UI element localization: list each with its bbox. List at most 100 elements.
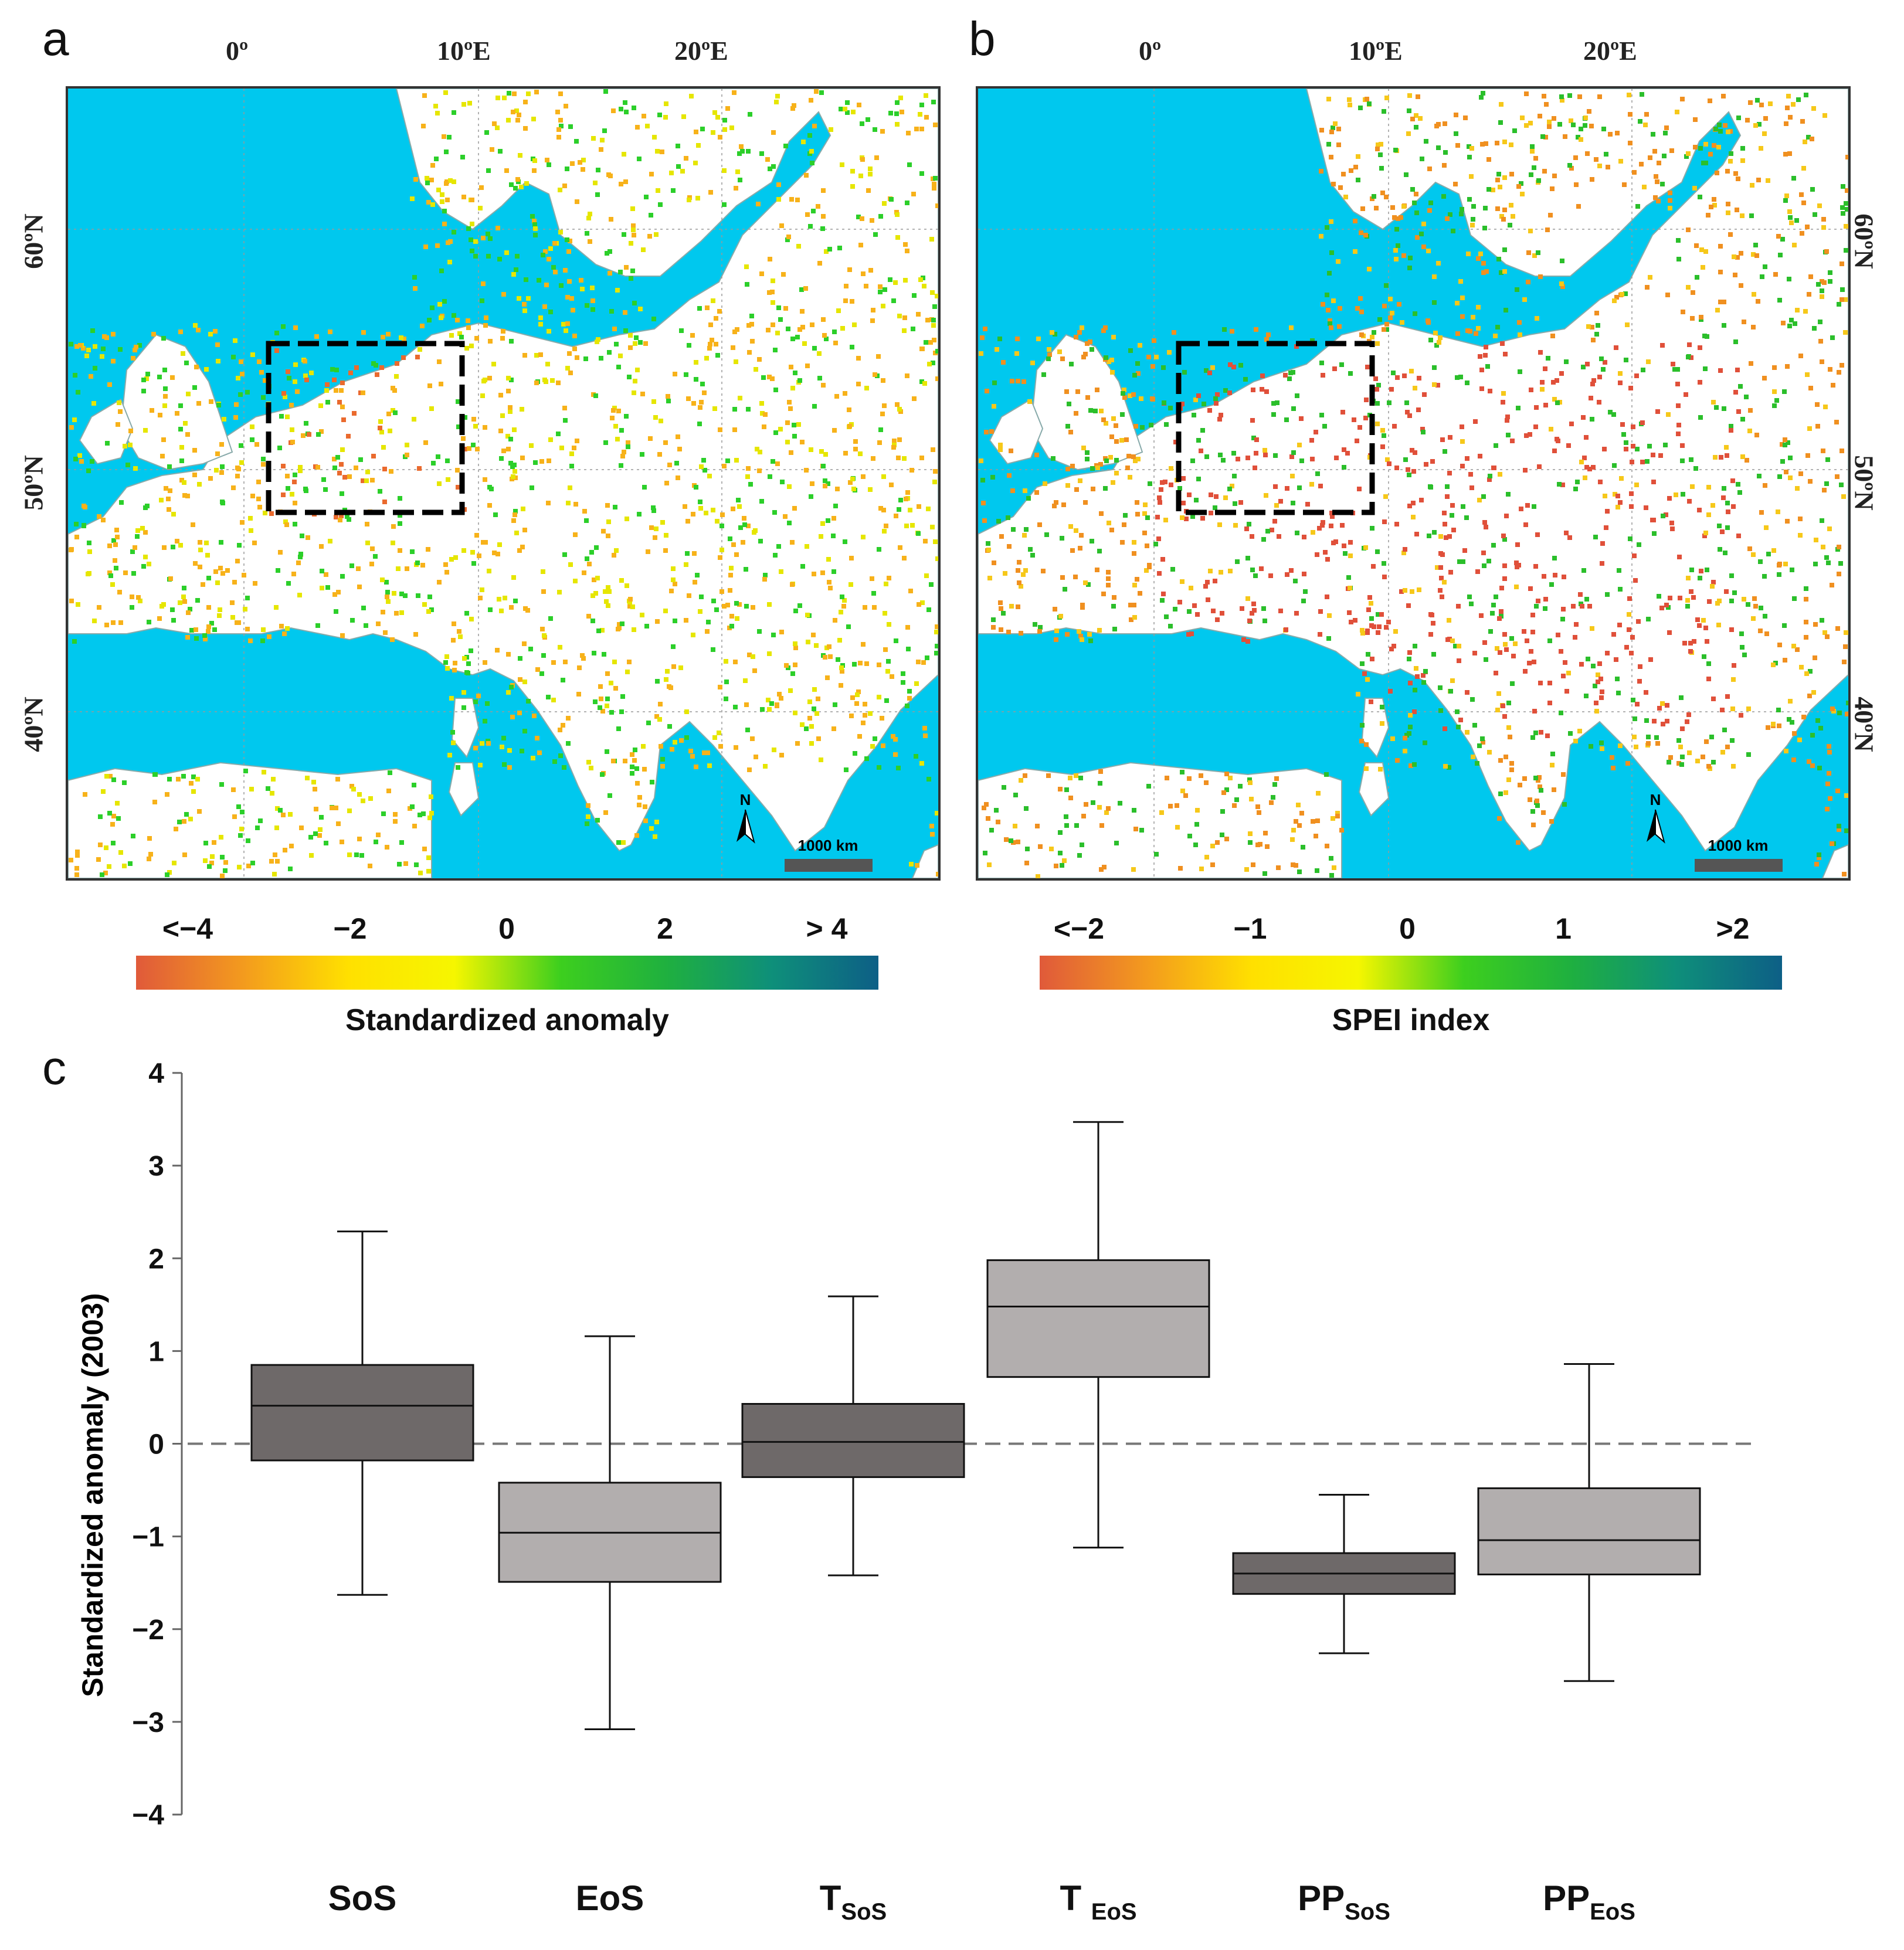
anomaly-pixel — [1821, 449, 1825, 453]
anomaly-pixel — [745, 728, 750, 732]
anomaly-pixel — [1827, 744, 1831, 749]
anomaly-pixel — [452, 313, 456, 318]
anomaly-pixel — [1037, 629, 1042, 634]
anomaly-pixel — [654, 232, 659, 237]
anomaly-pixel — [509, 378, 514, 382]
anomaly-pixel — [1161, 592, 1166, 596]
anomaly-pixel — [1654, 174, 1658, 179]
anomaly-pixel — [86, 348, 91, 352]
anomaly-pixel — [834, 394, 839, 399]
anomaly-pixel — [785, 440, 790, 444]
anomaly-pixel — [1689, 589, 1693, 594]
anomaly-pixel — [304, 421, 308, 426]
anomaly-pixel — [996, 820, 1000, 824]
y-tick-label: 3 — [148, 1151, 164, 1182]
anomaly-pixel — [1163, 518, 1168, 522]
anomaly-pixel — [552, 759, 557, 764]
anomaly-pixel — [105, 441, 110, 446]
anomaly-pixel — [1476, 256, 1481, 261]
anomaly-pixel — [895, 235, 900, 240]
anomaly-pixel — [324, 388, 329, 393]
anomaly-pixel — [1132, 373, 1137, 378]
anomaly-pixel — [448, 239, 453, 244]
anomaly-pixel — [1483, 353, 1488, 358]
anomaly-pixel — [898, 545, 902, 550]
anomaly-pixel — [186, 610, 191, 615]
anomaly-pixel — [534, 90, 539, 94]
anomaly-pixel — [1380, 191, 1385, 195]
anomaly-pixel — [1627, 627, 1631, 632]
anomaly-pixel — [1448, 212, 1452, 217]
anomaly-pixel — [760, 411, 765, 416]
anomaly-pixel — [1041, 372, 1046, 377]
anomaly-pixel — [1603, 494, 1607, 498]
anomaly-pixel — [1725, 525, 1730, 530]
anomaly-pixel — [590, 307, 595, 312]
anomaly-pixel — [191, 522, 195, 527]
anomaly-pixel — [1573, 635, 1577, 640]
anomaly-pixel — [1181, 501, 1186, 505]
anomaly-pixel — [1834, 420, 1839, 424]
anomaly-pixel — [1697, 623, 1702, 628]
anomaly-pixel — [1640, 92, 1644, 97]
anomaly-pixel — [1817, 766, 1822, 770]
anomaly-pixel — [1363, 545, 1368, 550]
anomaly-pixel — [868, 167, 873, 171]
anomaly-pixel — [212, 840, 216, 845]
anomaly-pixel — [924, 115, 929, 120]
anomaly-pixel — [1471, 315, 1475, 320]
anomaly-pixel — [1159, 487, 1163, 492]
anomaly-pixel — [495, 226, 500, 230]
anomaly-pixel — [147, 836, 152, 841]
anomaly-pixel — [1684, 154, 1689, 159]
anomaly-pixel — [336, 590, 341, 594]
anomaly-pixel — [1230, 329, 1234, 334]
anomaly-pixel — [1820, 359, 1824, 364]
anomaly-pixel — [1742, 653, 1747, 657]
anomaly-pixel — [883, 287, 887, 292]
anomaly-pixel — [515, 177, 520, 182]
anomaly-pixel — [165, 792, 169, 797]
anomaly-pixel — [1064, 787, 1069, 792]
anomaly-pixel — [795, 335, 800, 339]
anomaly-pixel — [1670, 526, 1675, 531]
anomaly-pixel — [1388, 297, 1393, 301]
anomaly-pixel — [1522, 629, 1526, 634]
anomaly-pixel — [1414, 532, 1419, 536]
anomaly-pixel — [891, 734, 895, 739]
anomaly-pixel — [590, 298, 595, 303]
anomaly-pixel — [558, 118, 563, 123]
anomaly-pixel — [793, 641, 797, 646]
anomaly-pixel — [774, 100, 779, 104]
anomaly-pixel — [1065, 632, 1070, 637]
anomaly-pixel — [851, 487, 856, 491]
anomaly-pixel — [658, 202, 663, 207]
anomaly-pixel — [1224, 787, 1229, 792]
anomaly-pixel — [1731, 677, 1736, 682]
anomaly-pixel — [1844, 224, 1848, 229]
anomaly-pixel — [1375, 549, 1380, 554]
anomaly-pixel — [1805, 225, 1810, 229]
anomaly-pixel — [1004, 837, 1009, 842]
anomaly-pixels — [69, 89, 938, 878]
anomaly-pixel — [83, 792, 87, 797]
anomaly-pixel — [1085, 450, 1090, 455]
anomaly-pixel — [637, 512, 642, 517]
anomaly-pixel — [1271, 412, 1276, 417]
anomaly-pixel — [1248, 831, 1253, 836]
anomaly-pixel — [340, 840, 344, 844]
anomaly-pixel — [1125, 466, 1130, 470]
anomaly-pixel — [461, 436, 466, 441]
anomaly-pixel — [1326, 142, 1331, 147]
anomaly-pixel — [1160, 598, 1165, 603]
anomaly-pixel — [1136, 371, 1141, 376]
anomaly-pixel — [679, 738, 684, 743]
anomaly-pixel — [240, 520, 245, 525]
anomaly-pixel — [1437, 340, 1441, 345]
anomaly-pixel — [1559, 371, 1564, 376]
anomaly-pixel — [1297, 443, 1302, 447]
anomaly-pixel — [565, 167, 569, 171]
anomaly-pixel — [1504, 647, 1509, 652]
anomaly-pixel — [836, 308, 841, 313]
anomaly-pixel — [370, 478, 375, 483]
